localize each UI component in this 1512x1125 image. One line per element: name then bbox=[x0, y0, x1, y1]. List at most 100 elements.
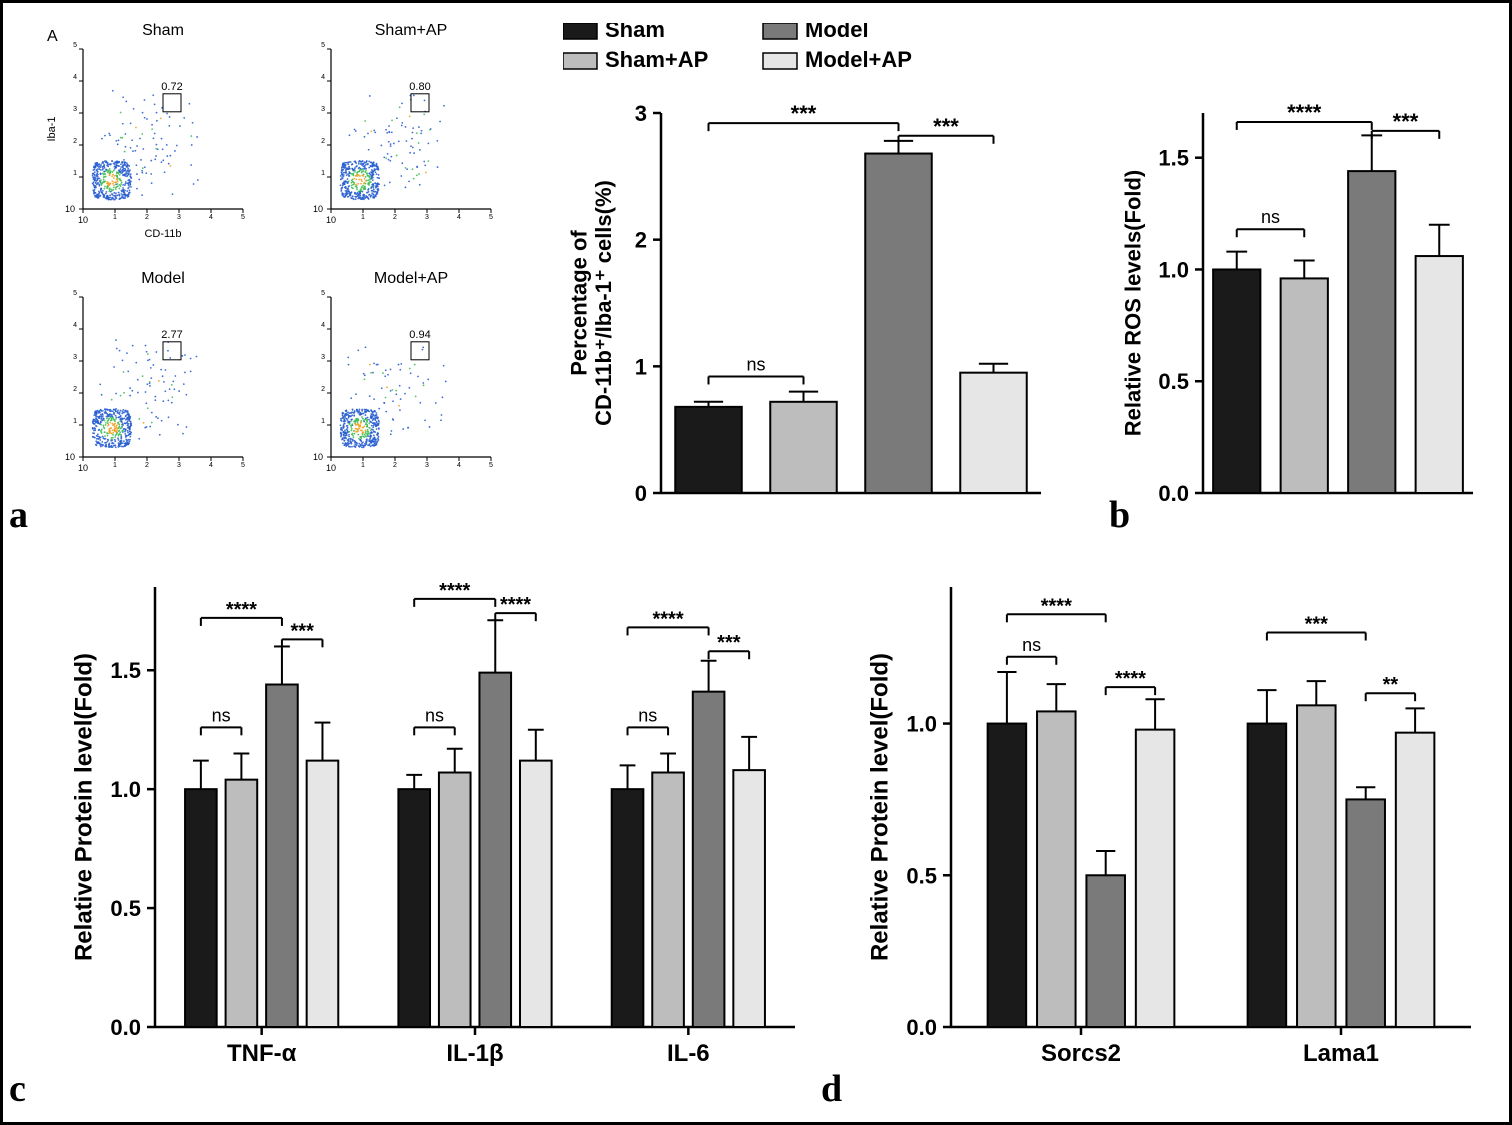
svg-text:2: 2 bbox=[635, 228, 647, 253]
figure-root: a b c d ASham1010 11 22 33 44 55CD-11bIb… bbox=[0, 0, 1512, 1125]
svg-text:****: **** bbox=[1041, 595, 1072, 617]
svg-text:1.5: 1.5 bbox=[1158, 146, 1189, 171]
svg-text:10: 10 bbox=[313, 452, 323, 462]
svg-text:3: 3 bbox=[425, 462, 429, 469]
svg-text:****: **** bbox=[1287, 100, 1322, 125]
svg-text:1: 1 bbox=[361, 462, 365, 469]
svg-text:***: *** bbox=[933, 114, 959, 139]
svg-text:ns: ns bbox=[1261, 207, 1280, 227]
svg-text:1: 1 bbox=[113, 214, 117, 221]
svg-text:0.72: 0.72 bbox=[161, 81, 182, 93]
svg-text:5: 5 bbox=[321, 290, 325, 297]
svg-text:2: 2 bbox=[73, 386, 77, 393]
svg-text:1: 1 bbox=[113, 462, 117, 469]
svg-text:5: 5 bbox=[73, 42, 77, 49]
svg-text:10: 10 bbox=[326, 215, 336, 225]
svg-text:5: 5 bbox=[241, 462, 245, 469]
svg-text:4: 4 bbox=[321, 74, 325, 81]
svg-text:Model: Model bbox=[805, 23, 869, 42]
svg-text:Sham+AP: Sham+AP bbox=[375, 22, 447, 39]
svg-text:1: 1 bbox=[73, 418, 77, 425]
flow-cytometry-plots: ASham1010 11 22 33 44 55CD-11bIba-10.72S… bbox=[43, 19, 523, 519]
svg-text:1: 1 bbox=[73, 170, 77, 177]
svg-text:0.80: 0.80 bbox=[409, 81, 430, 93]
svg-text:ns: ns bbox=[425, 705, 444, 725]
svg-text:****: **** bbox=[500, 594, 531, 616]
svg-text:10: 10 bbox=[65, 452, 75, 462]
svg-text:IL-1β: IL-1β bbox=[446, 1040, 503, 1067]
svg-text:4: 4 bbox=[73, 74, 77, 81]
svg-text:1: 1 bbox=[635, 354, 647, 379]
svg-text:IL-6: IL-6 bbox=[667, 1040, 710, 1067]
svg-text:5: 5 bbox=[321, 42, 325, 49]
svg-text:4: 4 bbox=[457, 462, 461, 469]
svg-text:5: 5 bbox=[489, 214, 493, 221]
group-legend: Sham Model Sham+AP Model+AP bbox=[563, 23, 1023, 93]
svg-text:3: 3 bbox=[425, 214, 429, 221]
svg-text:2: 2 bbox=[145, 214, 149, 221]
svg-text:2.77: 2.77 bbox=[161, 329, 182, 341]
svg-text:0.94: 0.94 bbox=[409, 329, 430, 341]
svg-text:5: 5 bbox=[241, 214, 245, 221]
svg-text:4: 4 bbox=[73, 322, 77, 329]
svg-text:5: 5 bbox=[73, 290, 77, 297]
svg-text:**: ** bbox=[1383, 674, 1399, 696]
panel-label-a: a bbox=[9, 493, 28, 537]
svg-text:1: 1 bbox=[361, 214, 365, 221]
svg-text:ns: ns bbox=[746, 354, 765, 374]
svg-text:2: 2 bbox=[393, 462, 397, 469]
svg-text:0.5: 0.5 bbox=[1158, 369, 1189, 394]
svg-text:0.0: 0.0 bbox=[906, 1015, 937, 1040]
svg-text:Sham+AP: Sham+AP bbox=[605, 47, 708, 72]
svg-text:Sorcs2: Sorcs2 bbox=[1041, 1040, 1121, 1067]
svg-text:3: 3 bbox=[321, 354, 325, 361]
svg-text:ns: ns bbox=[212, 705, 231, 725]
svg-text:0.5: 0.5 bbox=[110, 896, 141, 921]
svg-text:****: **** bbox=[1115, 668, 1146, 690]
svg-text:4: 4 bbox=[457, 214, 461, 221]
svg-text:2: 2 bbox=[321, 386, 325, 393]
svg-text:3: 3 bbox=[177, 462, 181, 469]
svg-text:3: 3 bbox=[73, 354, 77, 361]
svg-text:1.0: 1.0 bbox=[906, 712, 937, 737]
svg-text:1: 1 bbox=[321, 170, 325, 177]
svg-text:****: **** bbox=[226, 599, 257, 621]
svg-text:CD-11b: CD-11b bbox=[144, 228, 181, 240]
svg-text:CD-11b⁺/Iba-1⁺ cells(%): CD-11b⁺/Iba-1⁺ cells(%) bbox=[591, 180, 616, 426]
svg-text:5: 5 bbox=[489, 462, 493, 469]
svg-text:Relative Protein level(Fold): Relative Protein level(Fold) bbox=[866, 653, 893, 961]
svg-text:4: 4 bbox=[209, 462, 213, 469]
svg-text:4: 4 bbox=[209, 214, 213, 221]
svg-text:2: 2 bbox=[321, 138, 325, 145]
panel-d-bar-chart: 0.0 0.5 1.0 Relative Protein level(Fold) Sor… bbox=[841, 557, 1501, 1097]
panel-b-bar-chart: 0.00.51.01.5Relative ROS levels(Fold)ns*… bbox=[1103, 93, 1503, 523]
svg-text:10: 10 bbox=[78, 463, 88, 473]
svg-text:Lama1: Lama1 bbox=[1303, 1040, 1379, 1067]
svg-text:Sham: Sham bbox=[142, 22, 184, 39]
svg-text:1: 1 bbox=[321, 418, 325, 425]
svg-text:1.0: 1.0 bbox=[1158, 257, 1189, 282]
svg-text:***: *** bbox=[791, 101, 817, 126]
panel-label-d: d bbox=[821, 1067, 842, 1111]
svg-text:Sham: Sham bbox=[605, 23, 665, 42]
svg-text:***: *** bbox=[717, 632, 741, 654]
svg-text:***: *** bbox=[291, 620, 315, 642]
panel-label-c: c bbox=[9, 1067, 26, 1111]
svg-text:****: **** bbox=[439, 580, 470, 602]
svg-text:4: 4 bbox=[321, 322, 325, 329]
svg-text:3: 3 bbox=[177, 214, 181, 221]
svg-text:10: 10 bbox=[313, 204, 323, 214]
svg-text:0.0: 0.0 bbox=[1158, 481, 1189, 506]
svg-text:Relative Protein level(Fold): Relative Protein level(Fold) bbox=[70, 653, 97, 961]
svg-text:***: *** bbox=[1393, 109, 1419, 134]
panel-c-bar-chart: 0.00.51.01.5Relative Protein level(Fold)… bbox=[45, 557, 819, 1097]
svg-text:Percentage of: Percentage of bbox=[567, 230, 592, 376]
svg-text:0.5: 0.5 bbox=[906, 863, 937, 888]
svg-text:Model+AP: Model+AP bbox=[805, 47, 912, 72]
svg-text:0: 0 bbox=[635, 481, 647, 506]
svg-text:3: 3 bbox=[635, 101, 647, 126]
svg-text:2: 2 bbox=[145, 462, 149, 469]
svg-text:***: *** bbox=[1305, 614, 1329, 636]
svg-text:Model+AP: Model+AP bbox=[374, 270, 448, 287]
svg-text:0.0: 0.0 bbox=[110, 1015, 141, 1040]
